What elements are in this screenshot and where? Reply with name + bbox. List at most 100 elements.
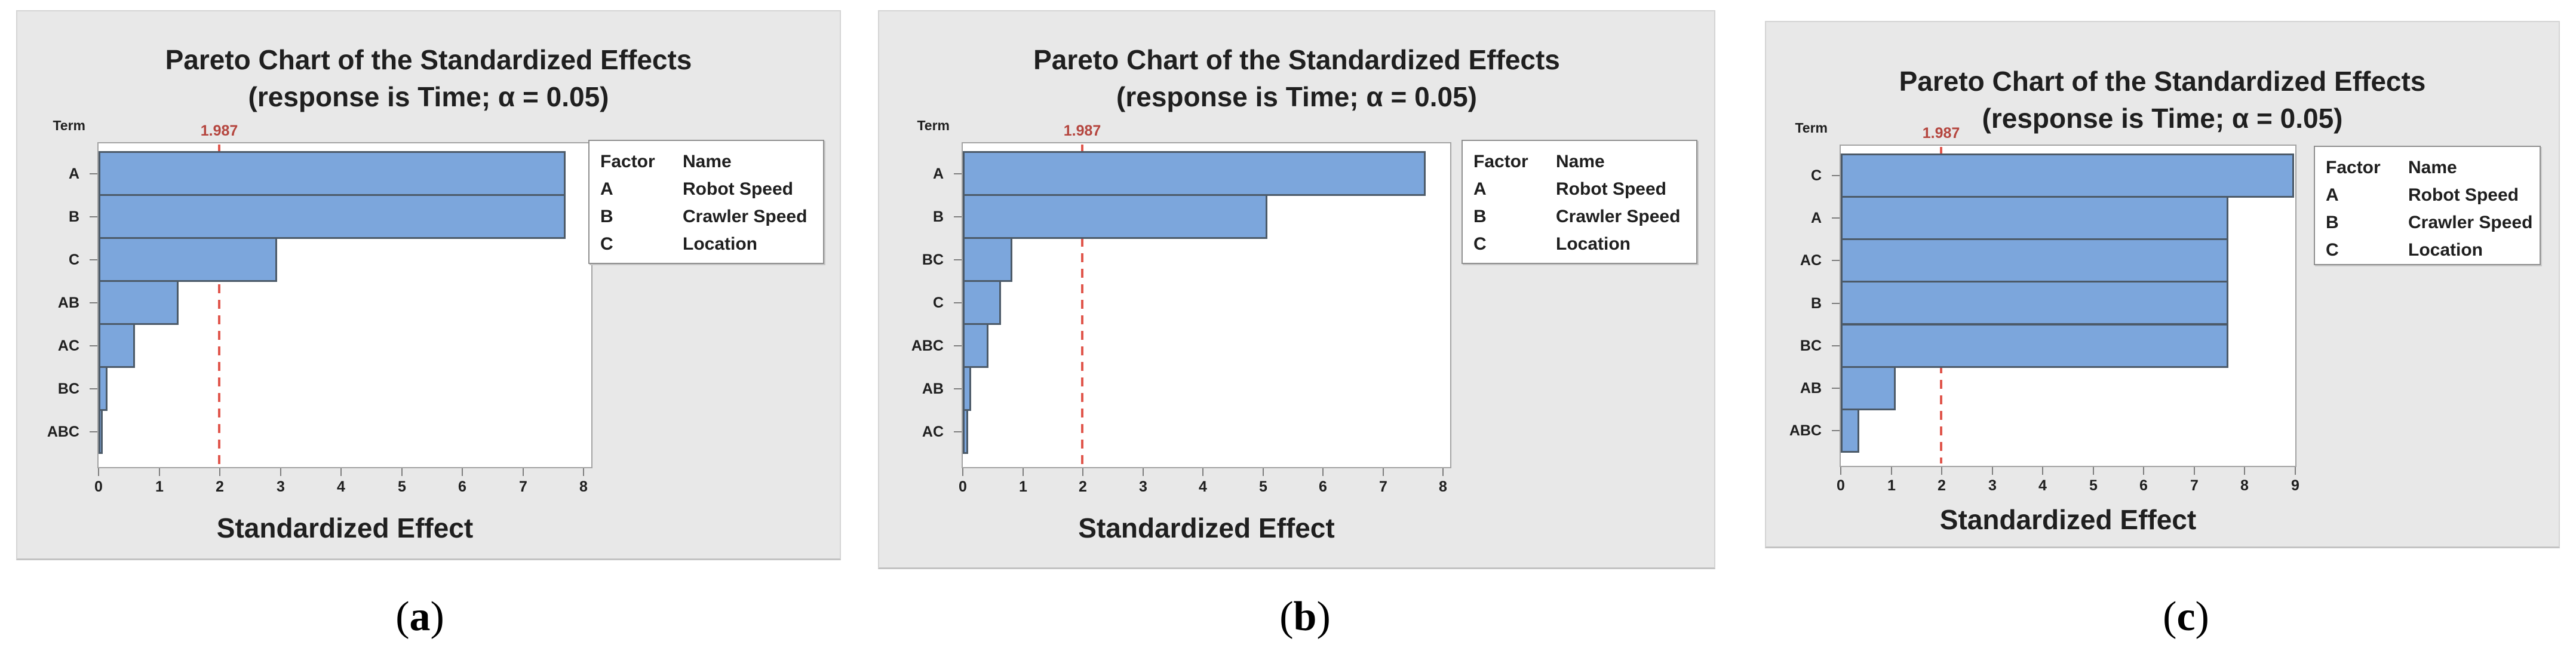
term-label-AC: AC <box>57 337 79 354</box>
y-tick-ABC <box>90 431 97 432</box>
x-tick-0 <box>98 468 99 476</box>
x-tick-6 <box>1322 468 1324 476</box>
x-tick-label-9: 9 <box>2291 477 2299 494</box>
term-label-BC: BC <box>1800 337 1822 354</box>
chart-subtitle: (response is Time; α = 0.05) <box>248 81 609 112</box>
caption-paren-close: ) <box>430 594 444 640</box>
bar-A <box>99 151 566 196</box>
term-label-ABC: ABC <box>1789 422 1822 439</box>
caption-paren-close: ) <box>2195 594 2209 640</box>
legend-factor-B: B <box>600 207 613 226</box>
legend-factor-B: B <box>1473 207 1487 226</box>
x-tick-7 <box>2194 467 2195 475</box>
x-tick-5 <box>1263 468 1264 476</box>
y-tick-C <box>954 302 962 303</box>
bar-B <box>1841 281 2228 325</box>
term-label-AB: AB <box>1800 380 1822 397</box>
legend-name-C: Location <box>2408 240 2483 260</box>
term-axis-label: Term <box>917 118 950 133</box>
legend-name-B: Crawler Speed <box>683 207 808 226</box>
term-label-ABC: ABC <box>47 423 79 440</box>
bar-ABC <box>1841 409 1859 453</box>
caption-letter: a <box>409 594 431 640</box>
figure-caption-a: (a) <box>395 593 444 641</box>
term-label-A: A <box>1810 210 1822 226</box>
x-axis-title: Standardized Effect <box>1078 512 1335 544</box>
x-tick-label-7: 7 <box>1379 478 1387 495</box>
y-tick-C <box>90 259 97 260</box>
x-tick-label-7: 7 <box>2190 477 2199 494</box>
bar-ABC <box>99 409 103 454</box>
x-tick-label-4: 4 <box>337 478 345 495</box>
y-tick-BC <box>90 388 97 389</box>
x-axis-title: Standardized Effect <box>1939 504 2197 535</box>
legend-factor-A: A <box>600 179 613 199</box>
x-tick-0 <box>1840 467 1841 475</box>
x-tick-label-4: 4 <box>2038 477 2047 494</box>
term-label-AC: AC <box>922 423 944 440</box>
chart-panel-b: Pareto Chart of the Standardized Effects… <box>878 10 1715 569</box>
y-tick-AC <box>1832 260 1840 261</box>
term-label-C: C <box>932 294 944 311</box>
y-tick-A <box>954 173 962 174</box>
chart-title-block: Pareto Chart of the Standardized Effects… <box>879 41 1714 115</box>
term-label-BC: BC <box>922 251 944 268</box>
x-tick-label-2: 2 <box>1938 477 1946 494</box>
y-tick-B <box>90 216 97 217</box>
bar-B <box>99 194 566 239</box>
x-tick-label-3: 3 <box>1139 478 1147 495</box>
term-label-C: C <box>1810 167 1822 184</box>
figure-caption-c: (c) <box>2163 593 2209 641</box>
y-tick-A <box>90 173 97 174</box>
reference-line-label: 1.987 <box>200 122 238 139</box>
x-tick-3 <box>280 468 281 476</box>
x-tick-label-3: 3 <box>277 478 285 495</box>
bar-BC <box>1841 324 2228 368</box>
y-tick-A <box>1832 217 1840 219</box>
x-tick-label-5: 5 <box>398 478 406 495</box>
legend-factor-B: B <box>2326 213 2339 232</box>
bar-B <box>963 194 1267 239</box>
x-axis-title: Standardized Effect <box>216 512 474 544</box>
x-tick-label-1: 1 <box>1887 477 1896 494</box>
bar-A <box>963 151 1426 196</box>
legend-name-C: Location <box>1556 234 1631 254</box>
x-tick-label-8: 8 <box>579 478 588 495</box>
legend-name-B: Crawler Speed <box>2408 213 2533 232</box>
x-tick-1 <box>1023 468 1024 476</box>
legend-box: Factor Name A Robot Speed B Crawler Speed C Loc… <box>588 140 824 264</box>
chart-panel-a: Pareto Chart of the Standardized Effects… <box>16 10 841 560</box>
legend-name-C: Location <box>683 234 757 254</box>
x-tick-label-8: 8 <box>1439 478 1447 495</box>
bar-AC <box>99 323 135 368</box>
x-tick-2 <box>1941 467 1942 475</box>
legend-factor-A: A <box>2326 185 2339 205</box>
y-tick-AB <box>1832 388 1840 389</box>
legend-box: Factor Name A Robot Speed B Crawler Speed C Loc… <box>1462 140 1697 264</box>
term-label-C: C <box>68 251 79 268</box>
bar-BC <box>963 237 1012 282</box>
x-tick-label-6: 6 <box>1319 478 1327 495</box>
caption-paren-close: ) <box>1316 594 1331 640</box>
term-label-AB: AB <box>57 294 79 311</box>
reference-line-label: 1.987 <box>1922 125 1960 142</box>
x-tick-1 <box>159 468 160 476</box>
legend-factor-C: C <box>1473 234 1487 254</box>
x-tick-label-4: 4 <box>1199 478 1207 495</box>
x-tick-4 <box>2042 467 2043 475</box>
y-tick-BC <box>954 259 962 260</box>
term-label-AB: AB <box>922 380 944 397</box>
x-tick-8 <box>2244 467 2245 475</box>
x-tick-7 <box>1383 468 1384 476</box>
term-axis-label: Term <box>53 118 85 133</box>
x-tick-0 <box>962 468 963 476</box>
bar-AC <box>963 409 968 454</box>
x-tick-label-1: 1 <box>1019 478 1027 495</box>
legend-header-factor: Factor <box>2326 158 2381 177</box>
chart-title-block: Pareto Chart of the Standardized Effects… <box>17 41 840 115</box>
y-tick-AB <box>90 302 97 303</box>
term-label-B: B <box>68 208 79 225</box>
bar-A <box>1841 196 2228 240</box>
y-tick-ABC <box>954 345 962 346</box>
x-tick-label-6: 6 <box>2139 477 2148 494</box>
